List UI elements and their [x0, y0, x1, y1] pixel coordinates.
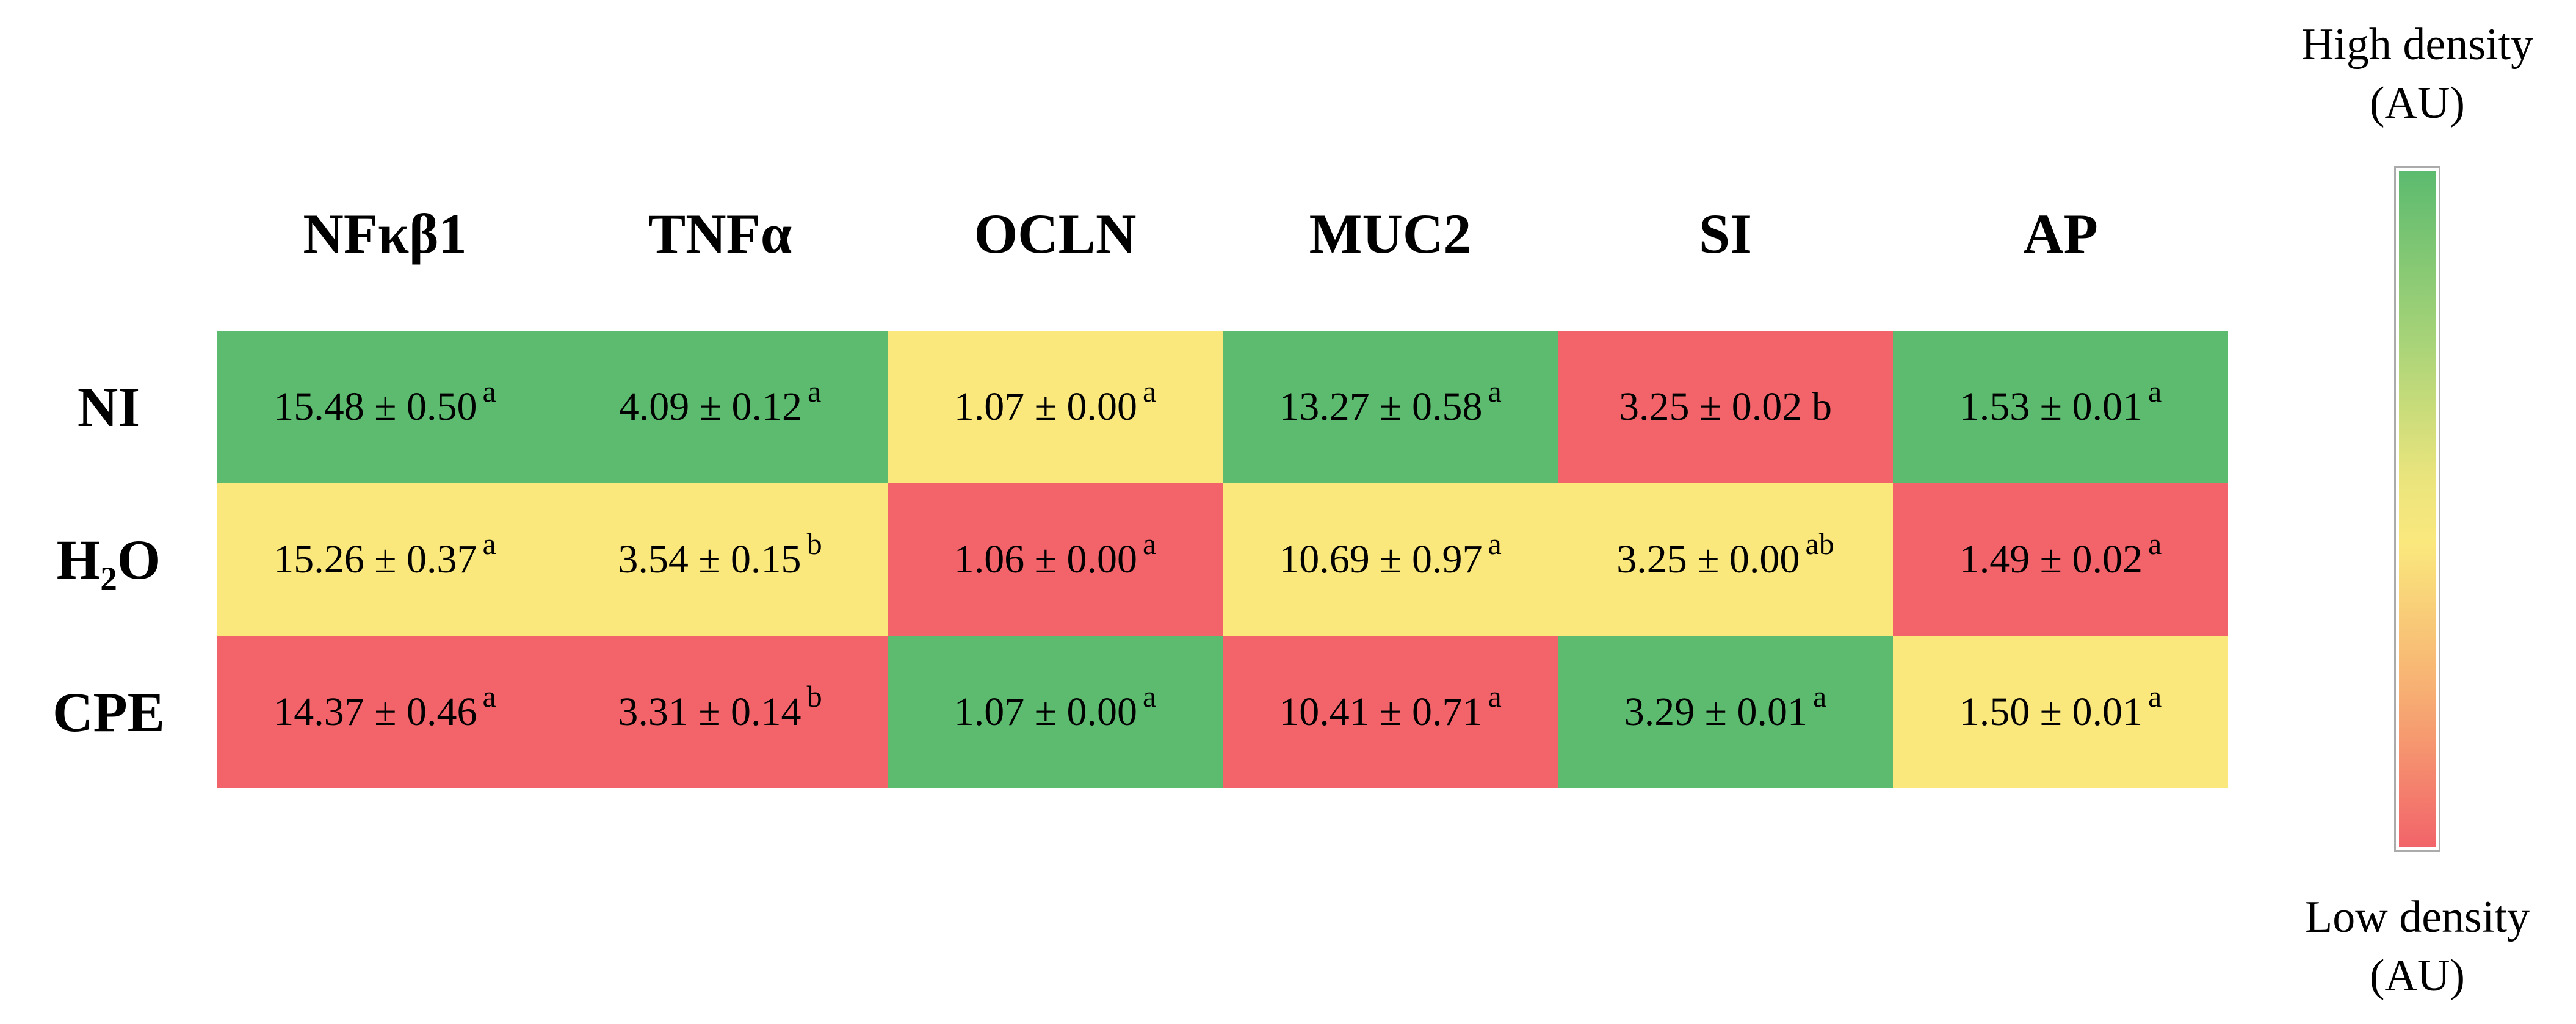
cell-value: 15.26 ± 0.37 — [273, 537, 477, 582]
legend-high-unit: (AU) — [2369, 78, 2466, 129]
heatmap-cell: 3.25 ± 0.00 ab — [1558, 483, 1893, 636]
cell-value: 14.37 ± 0.46 — [273, 690, 477, 734]
row-labels: NI H₂O CPE — [0, 331, 217, 788]
heatmap-cell: 4.09 ± 0.12 a — [552, 331, 888, 483]
heatmap-cell: 1.49 ± 0.02 a — [1893, 483, 2228, 636]
heatmap-cell: 10.41 ± 0.71 a — [1223, 636, 1558, 788]
heatmap-cell: 3.54 ± 0.15 b — [552, 483, 888, 636]
colorbar — [2394, 166, 2440, 852]
row-label-ni: NI — [77, 376, 140, 438]
heatmap-cell: 14.37 ± 0.46 a — [217, 636, 552, 788]
cell-significance: a — [1488, 679, 1502, 713]
cell-significance: a — [807, 373, 822, 408]
colorbar-legend: High density (AU) Low density (AU) — [2259, 0, 2576, 1024]
row-label-h2o: H₂O — [56, 528, 161, 591]
cell-significance: ab — [1805, 526, 1834, 561]
cell-significance: a — [482, 373, 496, 408]
cell-value: 3.31 ± 0.14 — [618, 690, 801, 734]
heatmap-cell: 3.25 ± 0.02 b — [1558, 331, 1893, 483]
heatmap-cell: 1.07 ± 0.00 a — [888, 331, 1223, 483]
cell-significance: a — [1142, 373, 1157, 408]
cell-significance: a — [2147, 526, 2162, 561]
cell-value: 13.27 ± 0.58 — [1279, 384, 1483, 429]
cell-significance: b — [1812, 384, 1833, 429]
cell-significance: a — [1488, 526, 1502, 561]
heatmap-cell: 13.27 ± 0.58 a — [1223, 331, 1558, 483]
heatmap-cell: 15.48 ± 0.50 a — [217, 331, 552, 483]
heatmap-cell: 10.69 ± 0.97 a — [1223, 483, 1558, 636]
cell-significance: a — [482, 679, 496, 713]
cell-significance: b — [806, 679, 822, 713]
cell-value: 1.53 ± 0.01 — [1959, 384, 2143, 429]
cell-significance: a — [2147, 373, 2162, 408]
cell-value: 1.50 ± 0.01 — [1959, 690, 2143, 734]
heatmap-cell: 3.29 ± 0.01 a — [1558, 636, 1893, 788]
cell-significance: a — [1142, 679, 1157, 713]
cell-significance: a — [482, 526, 496, 561]
cell-significance: a — [1488, 373, 1502, 408]
cell-value: 1.49 ± 0.02 — [1959, 537, 2143, 582]
cell-value: 3.54 ± 0.15 — [618, 537, 801, 582]
heatmap-cell: 3.31 ± 0.14 b — [552, 636, 888, 788]
heatmap-cell: 1.06 ± 0.00 a — [888, 483, 1223, 636]
column-header-si: SI — [1699, 202, 1752, 265]
column-header-ocln: OCLN — [974, 202, 1137, 265]
cell-value: 15.48 ± 0.50 — [273, 384, 477, 429]
cell-value: 3.25 ± 0.00 — [1616, 537, 1800, 582]
legend-low-line: Low density — [2305, 892, 2530, 942]
cell-value: 10.69 ± 0.97 — [1279, 537, 1483, 582]
heatmap-cell: 1.07 ± 0.00 a — [888, 636, 1223, 788]
cell-value: 10.41 ± 0.71 — [1279, 690, 1483, 734]
column-headers: NFκβ1 TNFα OCLN MUC2 SI AP — [217, 174, 2228, 293]
legend-low-label: Low density (AU) — [2259, 888, 2576, 1005]
cell-significance: a — [1142, 526, 1157, 561]
cell-value: 1.06 ± 0.00 — [953, 537, 1137, 582]
cell-value: 4.09 ± 0.12 — [618, 384, 802, 429]
cell-value: 3.25 ± 0.02 — [1618, 384, 1803, 429]
column-header-ap: AP — [2023, 202, 2098, 265]
column-header-muc2: MUC2 — [1309, 202, 1472, 265]
legend-low-unit: (AU) — [2369, 951, 2466, 1001]
colorbar-gradient — [2399, 171, 2436, 847]
heatmap-cell: 1.50 ± 0.01 a — [1893, 636, 2228, 788]
legend-high-label: High density (AU) — [2259, 15, 2576, 132]
heatmap-cell: 1.53 ± 0.01 a — [1893, 331, 2228, 483]
legend-high-line: High density — [2301, 20, 2534, 70]
cell-value: 1.07 ± 0.00 — [953, 690, 1137, 734]
cell-significance: b — [806, 526, 822, 561]
cell-significance: a — [2147, 679, 2162, 713]
heatmap-cell: 15.26 ± 0.37 a — [217, 483, 552, 636]
heatmap-grid: 15.48 ± 0.50 a 4.09 ± 0.12 a 1.07 ± 0.00 a … — [217, 331, 2228, 788]
column-header-tnfa: TNFα — [648, 202, 792, 265]
cell-value: 1.07 ± 0.00 — [953, 384, 1137, 429]
row-label-cpe: CPE — [52, 681, 165, 743]
column-header-nfkb1: NFκβ1 — [303, 202, 467, 265]
cell-value: 3.29 ± 0.01 — [1624, 690, 1807, 734]
cell-significance: a — [1812, 679, 1827, 713]
